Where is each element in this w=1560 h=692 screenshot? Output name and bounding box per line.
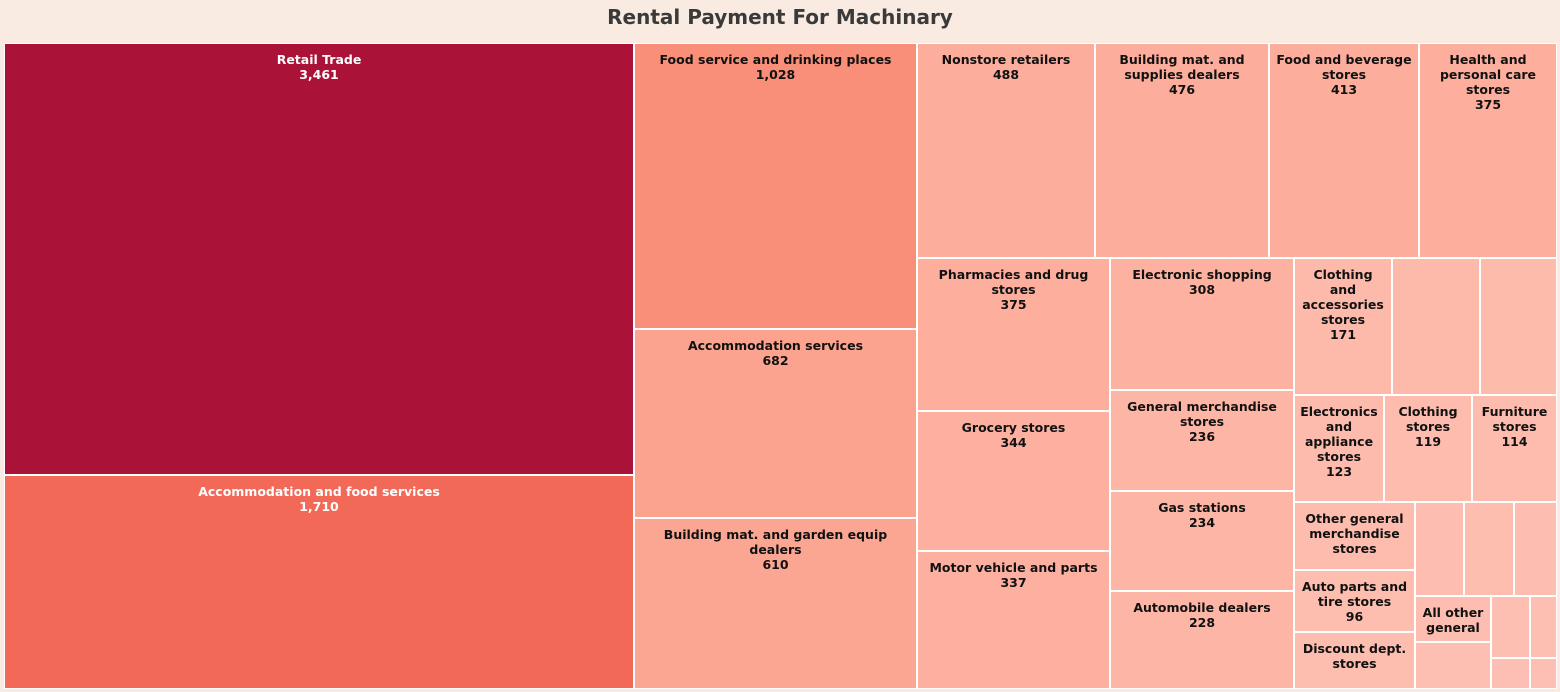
tile-label: Food service and drinking places bbox=[659, 52, 892, 67]
tile-label: Electronics and appliance stores bbox=[1300, 404, 1378, 464]
tile-value: 308 bbox=[1188, 282, 1216, 297]
tile-value: 337 bbox=[1000, 575, 1027, 590]
tile-value: 171 bbox=[1329, 327, 1357, 342]
tile-label: Automobile dealers bbox=[1133, 600, 1271, 615]
tile-label: Auto parts and tire stores bbox=[1301, 579, 1408, 609]
tile-value: 682 bbox=[762, 353, 789, 368]
tile-value: 476 bbox=[1168, 82, 1196, 97]
treemap-tile: Discount dept. stores bbox=[1294, 632, 1415, 689]
treemap-tile bbox=[1514, 502, 1557, 596]
treemap-tile: Retail Trade 3,461 bbox=[4, 43, 634, 475]
treemap-tile: Food and beverage stores 413 bbox=[1269, 43, 1419, 258]
tile-value: 413 bbox=[1330, 82, 1358, 97]
tile-label: Other general merchandise stores bbox=[1305, 511, 1404, 556]
tile-label: Food and beverage stores bbox=[1276, 52, 1412, 82]
treemap-tile: Other general merchandise stores bbox=[1294, 502, 1415, 570]
treemap-tile: Nonstore retailers 488 bbox=[917, 43, 1095, 258]
tile-label: Building mat. and supplies dealers bbox=[1119, 52, 1245, 82]
treemap-tile: Auto parts and tire stores 96 bbox=[1294, 570, 1415, 632]
tile-label: Electronic shopping bbox=[1132, 267, 1272, 282]
tile-value: 1,710 bbox=[299, 499, 339, 514]
tile-value: 96 bbox=[1345, 609, 1364, 624]
tile-label: Furniture stores bbox=[1481, 404, 1548, 434]
tile-value: 3,461 bbox=[299, 67, 339, 82]
tile-label: Grocery stores bbox=[961, 420, 1066, 435]
tile-value: 123 bbox=[1325, 464, 1353, 479]
tile-label: General merchandise stores bbox=[1127, 399, 1277, 429]
tile-label: Building mat. and garden equip dealers bbox=[663, 527, 888, 557]
treemap-tile: Electronic shopping 308 bbox=[1110, 258, 1294, 390]
treemap-tile bbox=[1530, 658, 1557, 689]
tile-value: 344 bbox=[1000, 435, 1027, 450]
treemap-tile: Health and personal care stores 375 bbox=[1419, 43, 1557, 258]
treemap-tile bbox=[1480, 258, 1557, 395]
tile-value: 234 bbox=[1188, 515, 1216, 530]
tile-label: Clothing stores bbox=[1398, 404, 1458, 434]
tile-label: Clothing and accessories stores bbox=[1302, 267, 1384, 327]
tile-label: Health and personal care stores bbox=[1439, 52, 1537, 97]
treemap-tile: All other general bbox=[1415, 596, 1491, 642]
tile-label: Gas stations bbox=[1158, 500, 1246, 515]
tile-label: Discount dept. stores bbox=[1302, 641, 1407, 671]
treemap-tile: Building mat. and garden equip dealers 61… bbox=[634, 518, 917, 689]
treemap-tile: General merchandise stores 236 bbox=[1110, 390, 1294, 491]
tile-label: All other general bbox=[1422, 605, 1484, 635]
treemap-tile: Furniture stores 114 bbox=[1472, 395, 1557, 502]
tile-value: 114 bbox=[1501, 434, 1528, 449]
tile-value: 375 bbox=[1474, 97, 1502, 112]
treemap-tile bbox=[1415, 642, 1491, 689]
treemap-tile: Automobile dealers 228 bbox=[1110, 591, 1294, 689]
tile-label: Retail Trade bbox=[276, 52, 362, 67]
treemap-tile: Electronics and appliance stores 123 bbox=[1294, 395, 1384, 502]
treemap-tile: Grocery stores 344 bbox=[917, 411, 1110, 551]
treemap-tile bbox=[1415, 502, 1464, 596]
treemap-tile: Accommodation and food services 1,710 bbox=[4, 475, 634, 689]
tile-label: Accommodation services bbox=[687, 338, 864, 353]
treemap: Retail Trade 3,461 Accommodation and food … bbox=[4, 43, 1557, 689]
tile-label: Nonstore retailers bbox=[941, 52, 1071, 67]
tile-value: 610 bbox=[762, 557, 789, 572]
treemap-tile bbox=[1464, 502, 1514, 596]
treemap-tile bbox=[1491, 596, 1530, 658]
treemap-tile: Gas stations 234 bbox=[1110, 491, 1294, 591]
tile-value: 375 bbox=[1000, 297, 1027, 312]
tile-value: 236 bbox=[1188, 429, 1216, 444]
tile-label: Pharmacies and drug stores bbox=[938, 267, 1089, 297]
tile-label: Accommodation and food services bbox=[198, 484, 440, 499]
tile-value: 488 bbox=[992, 67, 1020, 82]
tile-label: Motor vehicle and parts bbox=[929, 560, 1098, 575]
treemap-tile: Clothing stores 119 bbox=[1384, 395, 1472, 502]
tile-value: 119 bbox=[1414, 434, 1442, 449]
treemap-tile: Food service and drinking places 1,028 bbox=[634, 43, 917, 329]
treemap-tile bbox=[1491, 658, 1530, 689]
treemap-tile: Clothing and accessories stores 171 bbox=[1294, 258, 1392, 395]
treemap-tile: Accommodation services 682 bbox=[634, 329, 917, 518]
tile-value: 1,028 bbox=[755, 67, 796, 82]
treemap-tile: Motor vehicle and parts 337 bbox=[917, 551, 1110, 689]
treemap-tile: Building mat. and supplies dealers 476 bbox=[1095, 43, 1269, 258]
tile-value: 228 bbox=[1188, 615, 1216, 630]
chart-title: Rental Payment For Machinary bbox=[607, 5, 953, 29]
treemap-tile: Pharmacies and drug stores 375 bbox=[917, 258, 1110, 411]
treemap-tile bbox=[1530, 596, 1557, 658]
treemap-tile bbox=[1392, 258, 1480, 395]
